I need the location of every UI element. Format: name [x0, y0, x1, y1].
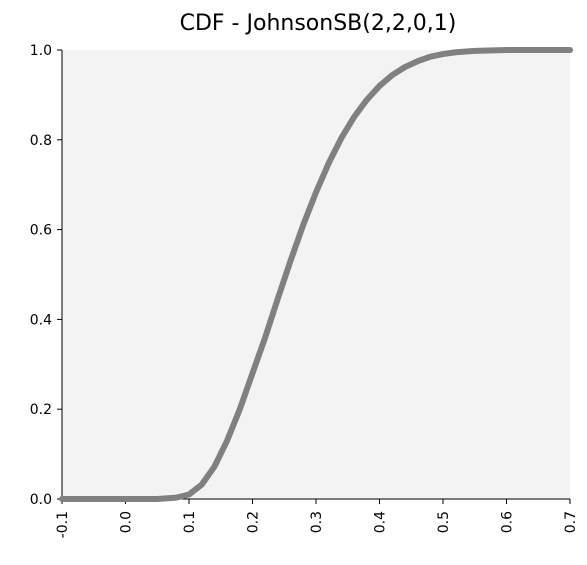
x-axis: -0.1 0.0 0.1 0.2 0.3 0.4 0.5 0.6 0.7 [55, 498, 579, 538]
y-tick-label: 0.2 [30, 402, 52, 418]
x-tick-label: 0.7 [563, 511, 579, 533]
x-tick-label: 0.6 [500, 511, 516, 533]
y-axis: 0.0 0.2 0.4 0.6 0.8 1.0 [30, 43, 63, 508]
x-tick-label: 0.4 [373, 511, 389, 533]
chart-title: CDF - JohnsonSB(2,2,0,1) [180, 11, 457, 36]
x-tick-label: 0.3 [309, 511, 325, 533]
plot-area [62, 50, 570, 499]
x-tick-label: 0.2 [246, 511, 262, 533]
series-layer [59, 47, 573, 502]
x-tick-label: 0.5 [436, 511, 452, 533]
x-tick-label: 0.1 [182, 511, 198, 533]
x-tick-label: -0.1 [55, 511, 71, 538]
y-tick-label: 0.6 [30, 223, 52, 239]
y-tick-label: 0.8 [30, 133, 52, 149]
y-tick-label: 0.4 [30, 312, 52, 328]
y-tick-label: 1.0 [30, 43, 52, 59]
x-tick-label: 0.0 [119, 511, 135, 533]
y-tick-label: 0.0 [30, 492, 52, 508]
cdf-series-line [59, 47, 573, 502]
